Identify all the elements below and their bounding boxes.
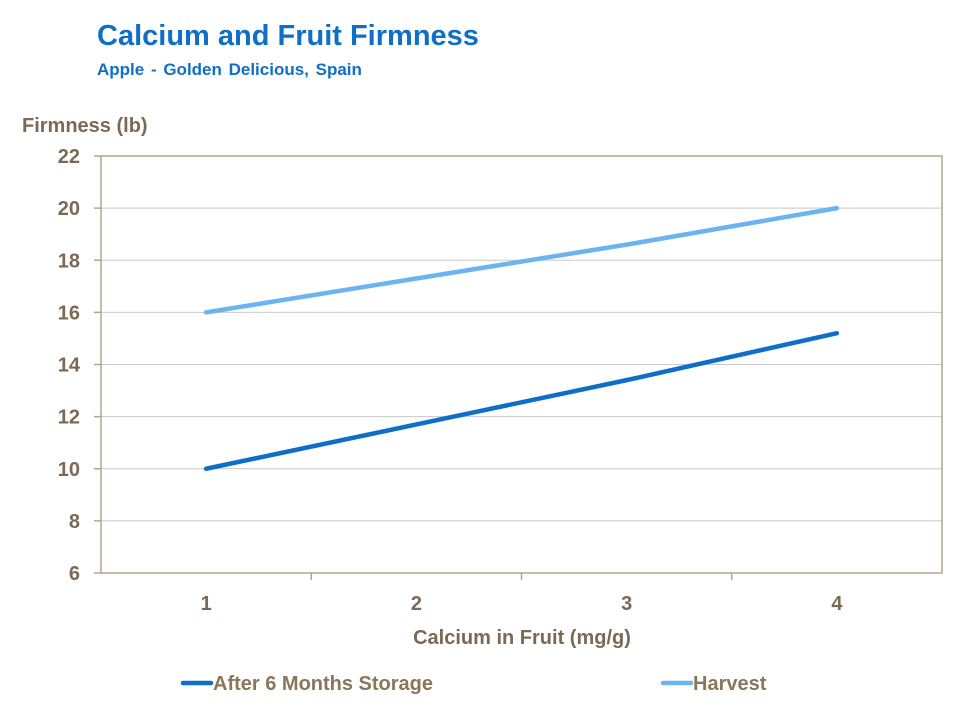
y-tick-label: 16 xyxy=(58,302,80,324)
chart-subtitle: Apple - Golden Delicious, Spain xyxy=(97,60,362,79)
y-tick-label: 8 xyxy=(69,511,80,533)
x-tick-label: 4 xyxy=(831,593,843,615)
y-tick-label: 6 xyxy=(69,563,80,585)
gridlines xyxy=(101,207,942,522)
y-tick-label: 14 xyxy=(58,355,81,377)
x-axis-ticks: 1 2 3 4 xyxy=(201,573,843,615)
y-tick-label: 12 xyxy=(58,407,80,429)
y-axis-ticks: 6 8 10 12 14 16 18 20 22 xyxy=(58,146,101,585)
legend: After 6 Months Storage Harvest xyxy=(180,673,767,695)
x-tick-label: 2 xyxy=(411,593,422,615)
legend-label: After 6 Months Storage xyxy=(213,673,433,695)
y-axis-label: Firmness (lb) xyxy=(22,115,148,137)
series-line-0 xyxy=(203,330,840,471)
y-tick-label: 20 xyxy=(58,198,80,220)
series-line-1 xyxy=(203,205,840,315)
y-tick-label: 18 xyxy=(58,250,80,272)
y-tick-label: 22 xyxy=(58,146,80,168)
chart-title: Calcium and Fruit Firmness xyxy=(97,20,479,52)
series-lines xyxy=(203,205,840,471)
x-axis-label: Calcium in Fruit (mg/g) xyxy=(413,627,631,649)
legend-label: Harvest xyxy=(693,673,767,695)
y-tick-label: 10 xyxy=(58,459,80,481)
x-tick-label: 1 xyxy=(201,593,212,615)
x-tick-label: 3 xyxy=(621,593,632,615)
